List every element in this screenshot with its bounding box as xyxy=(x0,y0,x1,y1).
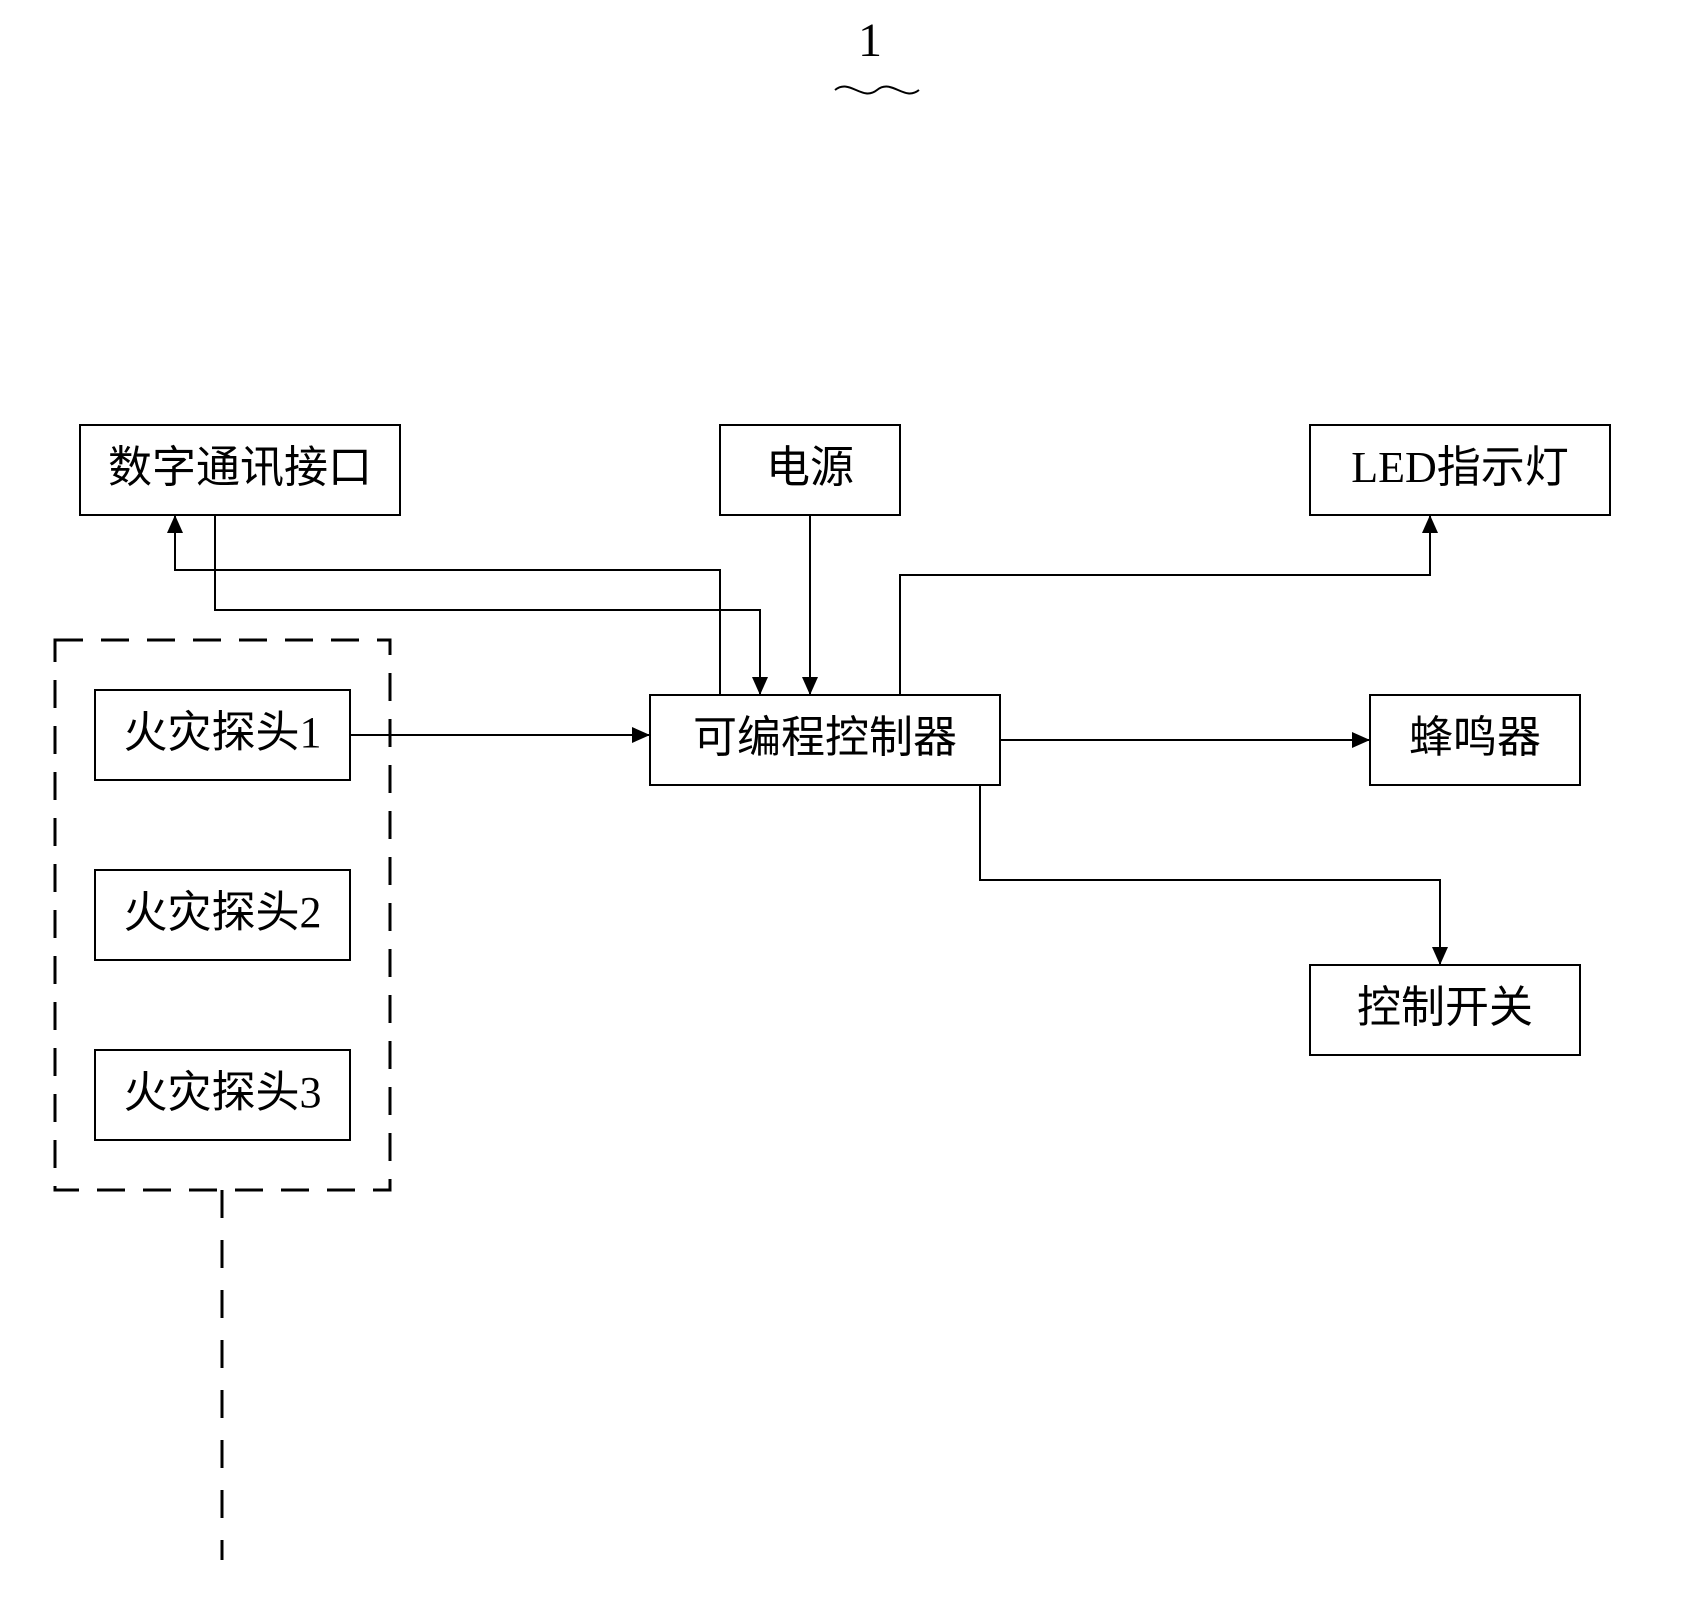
node-label-switch: 控制开关 xyxy=(1357,983,1533,1032)
figure-number: 1 xyxy=(858,14,882,67)
node-label-fd2: 火灾探头2 xyxy=(124,888,322,937)
node-label-buzzer: 蜂鸣器 xyxy=(1409,713,1541,762)
node-label-power: 电源 xyxy=(766,443,854,492)
canvas-bg xyxy=(0,0,1698,1605)
node-label-comm: 数字通讯接口 xyxy=(108,443,372,492)
node-label-fd1: 火灾探头1 xyxy=(124,708,322,757)
node-label-plc: 可编程控制器 xyxy=(693,713,957,762)
node-label-led: LED指示灯 xyxy=(1351,443,1569,492)
node-label-fd3: 火灾探头3 xyxy=(124,1068,322,1117)
